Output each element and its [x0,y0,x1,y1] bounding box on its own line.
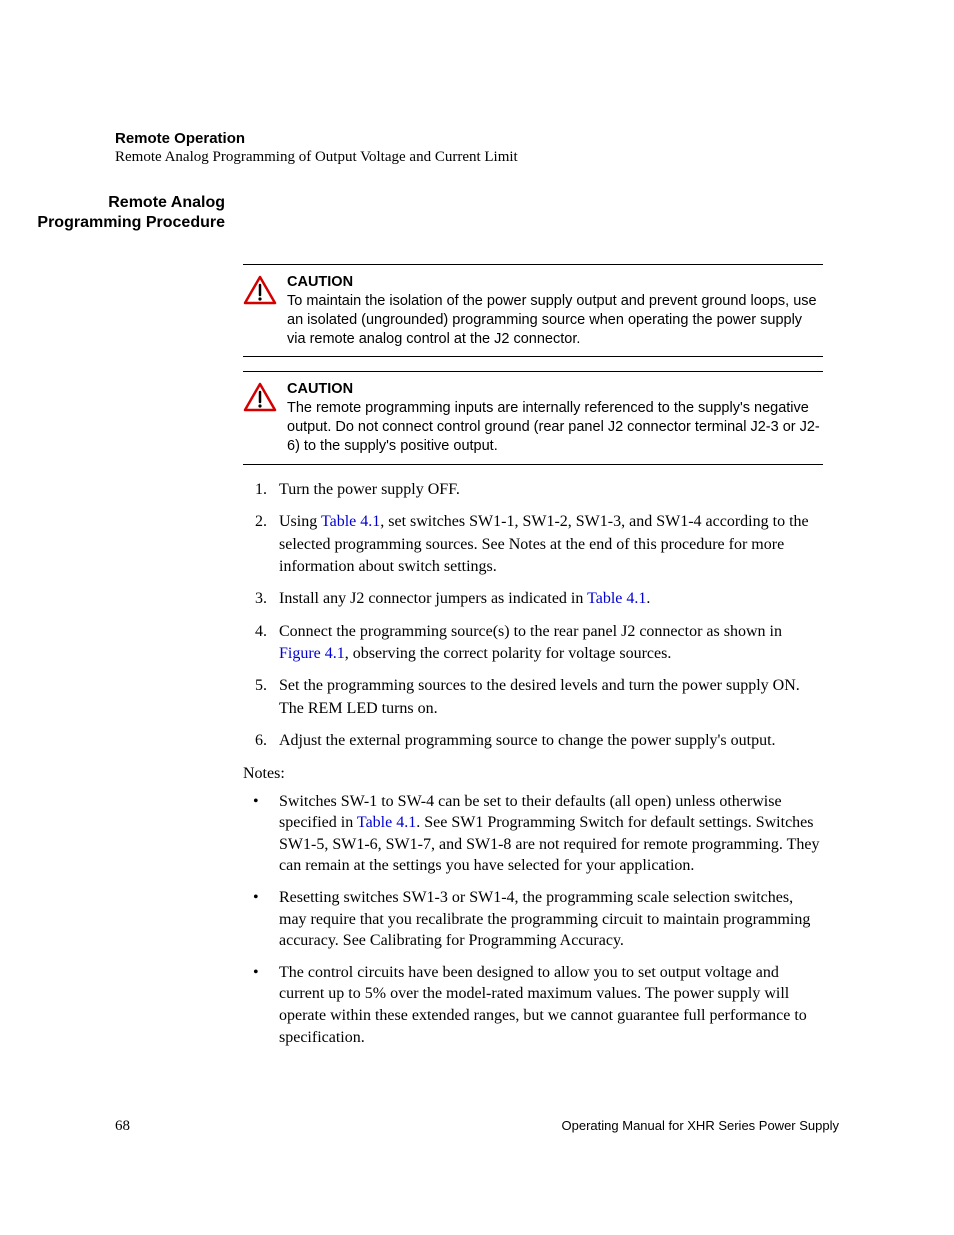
caution-icon [243,382,281,417]
xref-table-4-1[interactable]: Table 4.1 [587,590,646,607]
procedure-steps: Turn the power supply OFF. Using Table 4… [243,479,823,753]
caution-box-2: CAUTION The remote programming inputs ar… [243,371,823,464]
caution-icon [243,275,281,310]
step-3: Install any J2 connector jumpers as indi… [271,588,823,610]
note-1: Switches SW-1 to SW-4 can be set to thei… [271,791,823,877]
xref-table-4-1[interactable]: Table 4.1 [357,814,416,831]
chapter-title: Remote Operation [115,130,839,147]
caution-box-1: CAUTION To maintain the isolation of the… [243,264,823,357]
step-2: Using Table 4.1, set switches SW1-1, SW1… [271,511,823,578]
note-3: The control circuits have been designed … [271,962,823,1048]
caution-title: CAUTION [287,273,823,292]
page-number: 68 [115,1118,130,1135]
side-heading: Remote Analog Programming Procedure [0,193,225,233]
step-6: Adjust the external programming source t… [271,730,823,752]
notes-label: Notes: [243,765,823,783]
caution-title: CAUTION [287,380,823,399]
xref-table-4-1[interactable]: Table 4.1 [321,513,380,530]
notes-list: Switches SW-1 to SW-4 can be set to thei… [243,791,823,1049]
caution-body: The remote programming inputs are intern… [287,400,820,454]
xref-figure-4-1[interactable]: Figure 4.1 [279,645,345,662]
section-title: Remote Analog Programming of Output Volt… [115,149,839,166]
step-1: Turn the power supply OFF. [271,479,823,501]
step-5: Set the programming sources to the desir… [271,675,823,720]
note-2: Resetting switches SW1-3 or SW1-4, the p… [271,887,823,952]
caution-body: To maintain the isolation of the power s… [287,293,817,347]
footer-title: Operating Manual for XHR Series Power Su… [562,1118,839,1133]
step-4: Connect the programming source(s) to the… [271,621,823,666]
